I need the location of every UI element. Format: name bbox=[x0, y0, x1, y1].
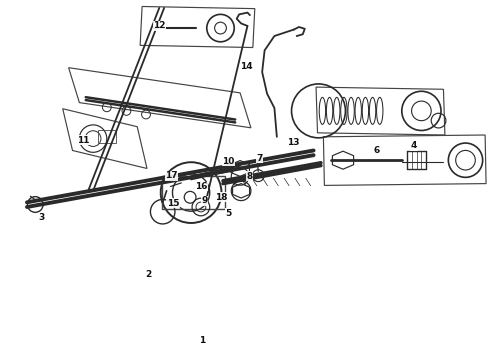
Text: 18: 18 bbox=[215, 193, 228, 202]
Text: 12: 12 bbox=[153, 22, 166, 31]
Text: 8: 8 bbox=[247, 172, 253, 181]
Text: 17: 17 bbox=[165, 171, 178, 180]
Text: 11: 11 bbox=[77, 136, 90, 145]
Text: 16: 16 bbox=[195, 182, 207, 191]
Text: 2: 2 bbox=[146, 270, 151, 279]
Text: 14: 14 bbox=[240, 62, 253, 71]
Text: 15: 15 bbox=[167, 199, 179, 208]
Text: 6: 6 bbox=[373, 146, 379, 155]
Text: 9: 9 bbox=[201, 197, 208, 206]
Text: 5: 5 bbox=[225, 209, 231, 217]
Text: 13: 13 bbox=[287, 138, 299, 147]
Text: 1: 1 bbox=[199, 336, 205, 345]
Text: 7: 7 bbox=[256, 154, 263, 163]
Text: 4: 4 bbox=[411, 141, 417, 150]
Text: 3: 3 bbox=[39, 213, 45, 222]
Text: 10: 10 bbox=[222, 157, 235, 166]
